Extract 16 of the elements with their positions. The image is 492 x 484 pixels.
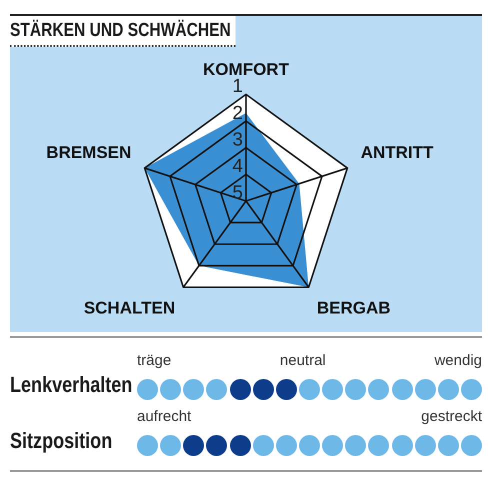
text: träge <box>137 352 172 369</box>
text: wendig <box>434 352 482 369</box>
text: neutral <box>280 352 326 369</box>
chart-title: STÄRKEN UND SCHWÄCHEN <box>10 16 236 47</box>
y-tick-label: 3 <box>232 129 243 150</box>
spoke-label: SCHALTEN <box>84 298 176 318</box>
y-tick-label: 4 <box>232 156 244 178</box>
spoke-label: BREMSEN <box>46 143 132 162</box>
spoke-label: ANTRITT <box>360 143 434 162</box>
y-tick-label: 1 <box>232 76 243 98</box>
text: aufrecht <box>137 408 192 425</box>
text: gestreckt <box>421 408 482 425</box>
spoke-label: BERGAB <box>316 298 391 318</box>
spoke-label: KOMFORT <box>203 60 290 79</box>
text: Lenkverhalten <box>10 372 132 398</box>
text: Sitzposition <box>10 428 112 454</box>
